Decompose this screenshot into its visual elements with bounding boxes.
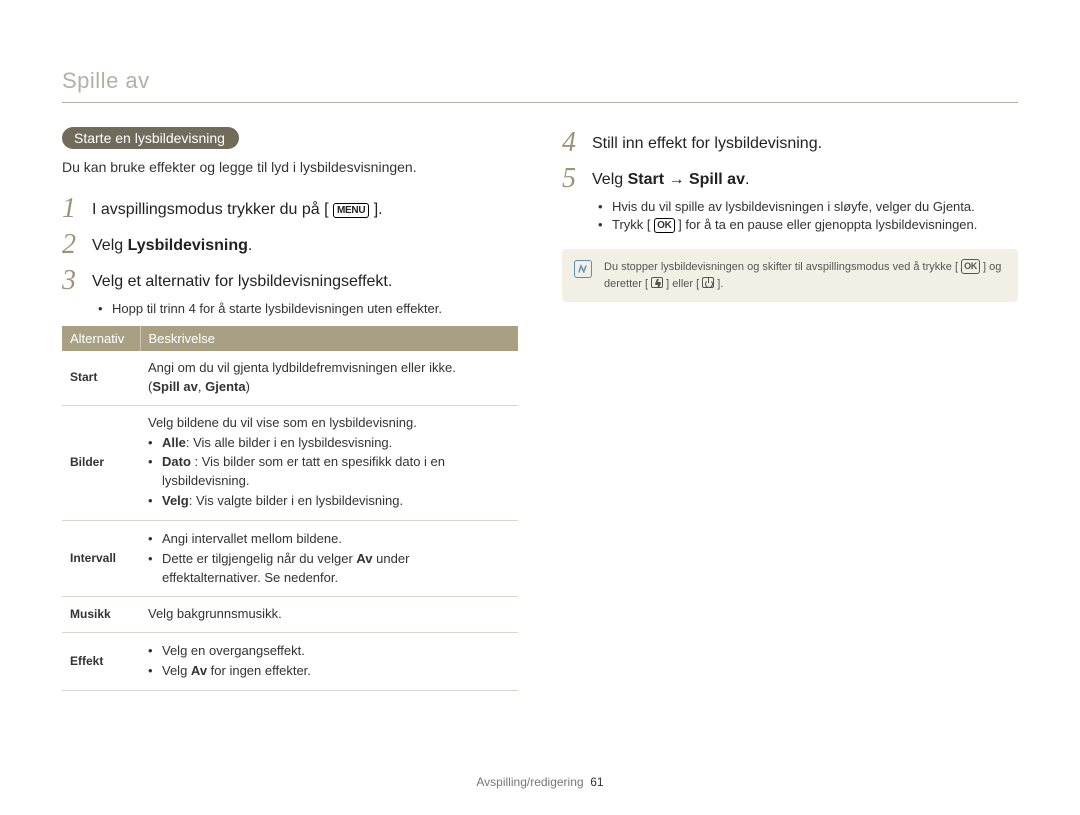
- cell-label: Intervall: [62, 520, 140, 597]
- step-number: 2: [62, 229, 92, 259]
- step3-sub: • Hopp til trinn 4 for å starte lysbilde…: [98, 301, 518, 316]
- table-row: Musikk Velg bakgrunnsmusikk.: [62, 597, 518, 633]
- cell-label: Musikk: [62, 597, 140, 633]
- step3-sub-text: Hopp til trinn 4 for å starte lysbildevi…: [112, 301, 518, 316]
- step1-pre: I avspillingsmodus trykker du på [: [92, 201, 329, 218]
- step-5: 5 Velg Start → Spill av.: [562, 163, 1018, 193]
- page-number: 61: [590, 775, 603, 789]
- right-column: 4 Still inn effekt for lysbildevisning. …: [562, 127, 1018, 691]
- left-column: Starte en lysbildevisning Du kan bruke e…: [62, 127, 518, 691]
- table-row: Effekt •Velg en overgangseffekt. •Velg A…: [62, 633, 518, 691]
- options-table: Alternativ Beskrivelse Start Angi om du …: [62, 326, 518, 691]
- bolt-icon: [651, 277, 663, 288]
- step2-bold: Lysbildevisning: [128, 237, 248, 254]
- step-3: 3 Velg et alternativ for lysbildevisning…: [62, 265, 518, 295]
- cell-text: Velg bakgrunnsmusikk.: [140, 597, 518, 633]
- note-icon: [574, 260, 592, 278]
- cell-text: Angi om du vil gjenta lydbildefremvisnin…: [148, 360, 456, 375]
- footer-section: Avspilling/redigering: [476, 775, 583, 789]
- section-pill: Starte en lysbildevisning: [62, 127, 239, 149]
- cell-label: Start: [62, 351, 140, 405]
- table-row: Start Angi om du vil gjenta lydbildefrem…: [62, 351, 518, 405]
- cell-label: Bilder: [62, 405, 140, 520]
- ok-button-icon: OK: [654, 218, 674, 233]
- cell-label: Effekt: [62, 633, 140, 691]
- intro-text: Du kan bruke effekter og legge til lyd i…: [62, 159, 518, 175]
- step-number: 5: [562, 163, 592, 193]
- step-number: 1: [62, 193, 92, 223]
- step-number: 4: [562, 127, 592, 157]
- step2-post: .: [248, 237, 252, 254]
- ok-button-icon: OK: [961, 259, 980, 274]
- power-icon: [702, 277, 714, 288]
- menu-button-icon: MENU: [333, 203, 369, 218]
- step4-text: Still inn effekt for lysbildevisning.: [592, 127, 822, 155]
- cell-text: Velg bildene du vil vise som en lysbilde…: [148, 415, 417, 430]
- step3-text: Velg et alternativ for lysbildevisningse…: [92, 265, 392, 293]
- step-2: 2 Velg Lysbildevisning.: [62, 229, 518, 259]
- table-row: Bilder Velg bildene du vil vise som en l…: [62, 405, 518, 520]
- step-4: 4 Still inn effekt for lysbildevisning.: [562, 127, 1018, 157]
- th-alternativ: Alternativ: [62, 326, 140, 351]
- step-1: 1 I avspillingsmodus trykker du på [ MEN…: [62, 193, 518, 223]
- step2-pre: Velg: [92, 237, 128, 254]
- table-row: Intervall •Angi intervallet mellom bilde…: [62, 520, 518, 597]
- step5-sub1: • Hvis du vil spille av lysbildevisninge…: [598, 199, 1018, 214]
- step-number: 3: [62, 265, 92, 295]
- th-beskrivelse: Beskrivelse: [140, 326, 518, 351]
- page-footer: Avspilling/redigering 61: [0, 775, 1080, 789]
- step1-post: ].: [374, 201, 383, 218]
- page-header: Spille av: [62, 68, 1018, 103]
- step5-sub2: • Trykk [ OK ] for å ta en pause eller g…: [598, 217, 1018, 233]
- note-box: Du stopper lysbildevisningen og skifter …: [562, 249, 1018, 302]
